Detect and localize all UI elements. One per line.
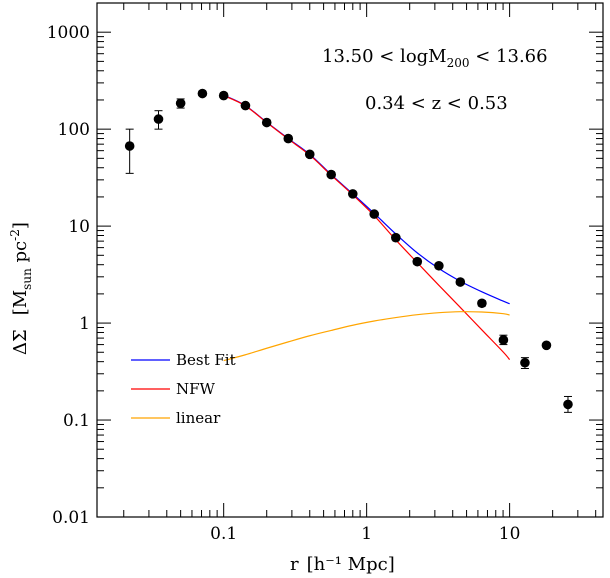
data-marker [283, 133, 294, 144]
data-marker [347, 189, 358, 199]
model-curves [223, 94, 511, 362]
data-point [563, 395, 573, 413]
legend: Best Fit NFW linear [131, 351, 236, 427]
data-marker [563, 399, 573, 410]
legend-label-nfw: NFW [176, 380, 216, 398]
data-point [153, 110, 164, 130]
data-point [455, 277, 466, 287]
data-point [369, 209, 380, 219]
data-point [175, 98, 186, 109]
x-tick-label: 0.1 [210, 524, 237, 544]
data-marker [434, 260, 444, 271]
data-marker [175, 98, 186, 109]
data-marker [197, 88, 208, 99]
y-tick-label: 1 [79, 314, 90, 334]
mass-range-annotation: 13.50 < logM200 < 13.66 [322, 46, 548, 70]
data-point [261, 117, 272, 128]
data-marker [218, 90, 229, 101]
plot-frame [96, 2, 604, 518]
data-marker [304, 149, 315, 160]
x-axis-label-main: r [290, 554, 299, 575]
data-marker [240, 100, 251, 111]
data-points [124, 88, 573, 413]
data-point [326, 169, 336, 180]
data-point [218, 90, 229, 101]
y-tick-label: 100 [58, 120, 90, 140]
y-tick-label: 0.1 [63, 411, 90, 431]
data-point [498, 334, 509, 346]
legend-label-linear: linear [176, 409, 221, 427]
data-marker [261, 117, 272, 128]
data-marker [412, 256, 423, 267]
data-marker [455, 277, 466, 287]
y-axis-label-unit-mid: pc [10, 241, 31, 268]
data-marker [520, 357, 530, 368]
data-point [197, 88, 208, 99]
linear-curve [223, 311, 510, 362]
data-marker [541, 340, 552, 351]
data-marker [498, 335, 509, 345]
redshift-range-annotation: 0.34 < z < 0.53 [365, 93, 508, 114]
nfw-curve [223, 95, 511, 360]
y-tick-label: 10 [68, 217, 90, 237]
legend-label-best-fit: Best Fit [176, 351, 236, 369]
data-point [124, 128, 135, 174]
y-axis-label-main: ΔΣ [10, 329, 31, 355]
data-point [240, 100, 251, 111]
y-axis-label-unit-open: [M [10, 290, 31, 315]
data-marker [326, 169, 336, 180]
svg-text:13.50 < logM200 < 13.66: 13.50 < logM200 < 13.66 [322, 46, 548, 70]
data-point [412, 256, 423, 267]
x-tick-label: 1 [361, 524, 372, 544]
data-point [304, 149, 315, 160]
x-axis-label: r [h⁻¹ Mpc] [290, 554, 395, 575]
mass-range-subscript: 200 [447, 56, 470, 70]
y-tick-label: 0.01 [52, 508, 90, 528]
data-point [541, 340, 552, 351]
data-point [477, 298, 487, 309]
plot-axes: 0.1 1 10 0.01 0.1 1 10 100 1000 [47, 2, 604, 544]
data-point [347, 189, 358, 199]
data-point [434, 260, 444, 271]
y-axis-label: ΔΣ [Msun pc-2] [8, 222, 34, 355]
data-point [391, 232, 401, 243]
x-axis-label-unit: [h⁻¹ Mpc] [307, 554, 395, 575]
x-tick-label: 10 [499, 524, 521, 544]
data-marker [391, 232, 401, 243]
data-marker [477, 298, 487, 309]
y-axis-label-unit-sup: -2 [8, 229, 22, 241]
mass-range-left: 13.50 < logM [322, 46, 447, 67]
data-point [283, 133, 294, 144]
mass-range-right: < 13.66 [470, 46, 548, 67]
data-marker [124, 141, 135, 151]
y-axis-label-unit-close: ] [10, 222, 31, 229]
data-marker [153, 114, 164, 124]
data-point [520, 357, 530, 370]
data-marker [369, 209, 380, 219]
y-tick-label: 1000 [47, 23, 90, 43]
y-axis-label-unit-sub: sun [20, 268, 34, 290]
